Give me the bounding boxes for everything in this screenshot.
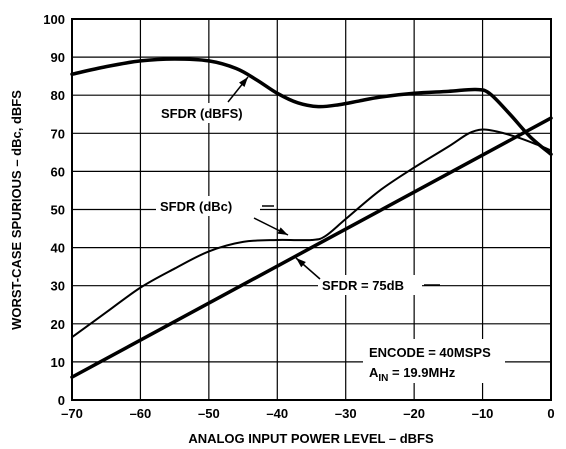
label-sfdr-dbc-bg	[156, 196, 260, 216]
conditions-bg	[363, 339, 505, 383]
y-tick-label: 40	[51, 241, 65, 256]
series-line-sfdr-75db	[70, 116, 553, 379]
label-sfdr-75db: SFDR = 75dB	[322, 278, 404, 293]
arrow-sfdr-75db-head	[296, 258, 306, 268]
series	[70, 57, 553, 379]
arrow-sfdr-dbfs-head	[239, 77, 248, 87]
series-line-sfdr-dbfs	[70, 57, 553, 156]
label-sfdr-dbfs: SFDR (dBFS)	[161, 106, 243, 121]
y-tick-label: 60	[51, 164, 65, 179]
label-sfdr-dbc: SFDR (dBc)	[160, 199, 232, 214]
x-tick-label: –70	[61, 406, 83, 421]
y-tick-label: 20	[51, 317, 65, 332]
x-tick-label: –40	[266, 406, 288, 421]
y-axis-title: WORST-CASE SPURIOUS – dBc, dBFS	[9, 90, 24, 330]
x-tick-label: –30	[335, 406, 357, 421]
y-tick-label: 0	[58, 393, 65, 408]
note-ain: AIN = 19.9MHz	[369, 365, 456, 384]
x-tick-label: 0	[547, 406, 554, 421]
plot-frame	[71, 18, 552, 401]
y-tick-label: 30	[51, 279, 65, 294]
x-tick-label: –20	[403, 406, 425, 421]
y-tick-label: 100	[43, 12, 65, 27]
x-tick-label: –60	[130, 406, 152, 421]
y-tick-label: 80	[51, 88, 65, 103]
x-tick-label: –50	[198, 406, 220, 421]
y-tick-label: 50	[51, 203, 65, 218]
y-tick-label: 70	[51, 126, 65, 141]
label-sfdr-75db-bg	[318, 275, 422, 295]
annotations: SFDR (dBFS) SFDR (dBc) SFDR = 75dB ENCODE =…	[156, 76, 505, 384]
arrow-sfdr-dbc-head	[277, 227, 288, 235]
x-axis-title: ANALOG INPUT POWER LEVEL – dBFS	[188, 431, 434, 446]
note-encode: ENCODE = 40MSPS	[369, 345, 491, 360]
y-tick-label: 10	[51, 355, 65, 370]
tick-labels: –70 –60 –50 –40 –30 –20 –10 0 0 10 20 30 40 50 60 70 80 9…	[43, 12, 554, 421]
label-sfdr-dbfs-bg	[157, 103, 267, 123]
y-tick-label: 90	[51, 50, 65, 65]
x-tick-label: –10	[472, 406, 494, 421]
series-line-sfdr-dbc	[71, 128, 552, 339]
